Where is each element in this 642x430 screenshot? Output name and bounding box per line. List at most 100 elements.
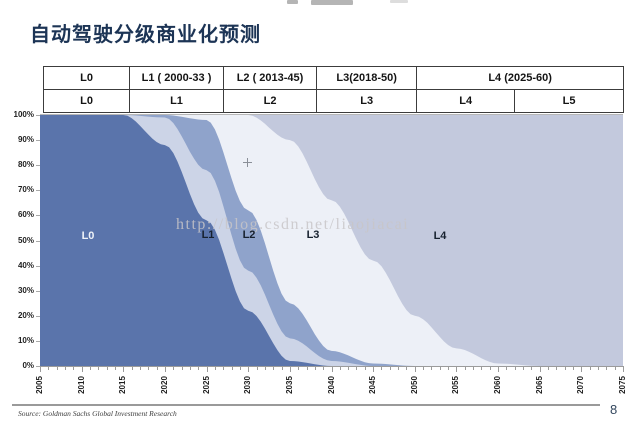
y-tick-label: 0% bbox=[22, 361, 34, 370]
x-tick bbox=[239, 367, 241, 370]
x-tick bbox=[414, 367, 416, 372]
x-tick-label: 2040 bbox=[326, 376, 336, 394]
x-tick bbox=[223, 367, 225, 370]
roadmap-cell-r2c2: L1 bbox=[129, 90, 223, 112]
y-tick bbox=[36, 240, 40, 242]
y-tick-label: 40% bbox=[17, 260, 34, 270]
footer-divider bbox=[12, 404, 600, 406]
x-tick bbox=[214, 367, 216, 370]
y-tick-label: 90% bbox=[17, 135, 34, 145]
x-tick bbox=[348, 367, 350, 370]
x-tick bbox=[123, 367, 125, 372]
y-tick bbox=[36, 265, 40, 267]
y-tick-label: 10% bbox=[17, 335, 34, 345]
x-tick bbox=[323, 367, 325, 370]
x-tick-label: 2020 bbox=[159, 376, 169, 394]
roadmap-cell-r1c1: L0 bbox=[80, 72, 93, 84]
x-tick bbox=[431, 367, 433, 370]
y-tick-label: 70% bbox=[17, 185, 34, 195]
y-tick-label: 60% bbox=[17, 210, 34, 220]
x-tick bbox=[573, 367, 575, 370]
x-tick-label: 2055 bbox=[451, 376, 461, 394]
roadmap-cell-r2c3: L2 bbox=[222, 90, 316, 112]
x-tick bbox=[606, 367, 608, 370]
x-tick-label: 2050 bbox=[409, 376, 419, 394]
x-tick bbox=[56, 367, 58, 370]
x-tick bbox=[464, 367, 466, 370]
area-label-L4: L4 bbox=[433, 230, 447, 242]
y-tick bbox=[36, 165, 40, 167]
level-roadmap-table: L0 L1 ( 2000-33 ) L2 ( 2013-45) L3(2018-50)… bbox=[43, 66, 624, 113]
x-tick bbox=[298, 367, 300, 370]
area-label-L1: L1 bbox=[201, 229, 215, 241]
cropped-text-artifact bbox=[390, 0, 408, 3]
x-tick bbox=[339, 367, 341, 370]
x-tick bbox=[398, 367, 400, 370]
y-tick-label: 20% bbox=[17, 310, 34, 320]
y-tick bbox=[36, 190, 40, 192]
x-tick bbox=[273, 367, 275, 370]
x-tick-label: 2035 bbox=[284, 376, 294, 394]
x-tick bbox=[81, 367, 83, 372]
x-tick bbox=[89, 367, 91, 370]
x-tick bbox=[523, 367, 525, 370]
x-tick bbox=[364, 367, 366, 370]
x-tick bbox=[356, 367, 358, 370]
y-tick-label: 30% bbox=[17, 285, 34, 295]
x-tick bbox=[539, 367, 541, 372]
x-tick bbox=[548, 367, 550, 370]
roadmap-cell-r1c2: L1 ( 2000-33 ) bbox=[129, 67, 223, 89]
x-tick bbox=[98, 367, 100, 370]
stacked-area-chart bbox=[40, 115, 623, 366]
x-tick bbox=[48, 367, 50, 370]
x-tick bbox=[531, 367, 533, 370]
roadmap-row-2: L0 L1 L2 L3 L4 L5 bbox=[44, 89, 623, 112]
roadmap-cell-r1c4: L3(2018-50) bbox=[316, 67, 416, 89]
x-tick-label: 2015 bbox=[118, 376, 128, 394]
x-tick bbox=[114, 367, 116, 370]
x-tick bbox=[439, 367, 441, 370]
x-tick bbox=[614, 367, 616, 370]
y-tick bbox=[36, 290, 40, 292]
x-tick bbox=[556, 367, 558, 370]
x-tick bbox=[156, 367, 158, 370]
page-number: 8 bbox=[610, 402, 618, 417]
roadmap-row-1: L0 L1 ( 2000-33 ) L2 ( 2013-45) L3(2018-50)… bbox=[44, 67, 623, 89]
area-label-L0: L0 bbox=[81, 230, 95, 242]
x-tick bbox=[206, 367, 208, 372]
x-tick bbox=[164, 367, 166, 372]
x-tick-label: 2030 bbox=[243, 376, 253, 394]
y-tick-label: 50% bbox=[17, 235, 34, 245]
source-attribution: Source: Goldman Sachs Global Investment … bbox=[18, 409, 177, 418]
x-tick-label: 2065 bbox=[534, 376, 544, 394]
x-tick bbox=[331, 367, 333, 372]
x-tick bbox=[389, 367, 391, 370]
x-tick bbox=[506, 367, 508, 370]
x-tick bbox=[564, 367, 566, 370]
crosshair-cursor bbox=[247, 158, 248, 167]
x-tick-label: 2025 bbox=[201, 376, 211, 394]
y-tick bbox=[36, 115, 40, 116]
y-tick bbox=[36, 140, 40, 142]
area-label-L3: L3 bbox=[306, 229, 320, 241]
x-tick-label: 2005 bbox=[35, 376, 44, 394]
x-tick bbox=[139, 367, 141, 370]
x-tick-label: 2060 bbox=[493, 376, 503, 394]
y-tick bbox=[36, 215, 40, 217]
x-tick bbox=[181, 367, 183, 370]
x-tick-label: 2075 bbox=[618, 376, 627, 394]
x-tick bbox=[106, 367, 108, 370]
roadmap-cell-r1c5: L4 (2025-60) bbox=[416, 67, 623, 89]
x-tick bbox=[306, 367, 308, 370]
x-tick bbox=[231, 367, 233, 370]
x-tick bbox=[581, 367, 583, 372]
x-tick bbox=[248, 367, 250, 372]
x-tick bbox=[514, 367, 516, 370]
x-tick bbox=[73, 367, 75, 370]
y-tick bbox=[36, 340, 40, 342]
y-tick bbox=[36, 315, 40, 317]
plot-top-border bbox=[40, 114, 623, 115]
roadmap-cell-r2c4: L3 bbox=[316, 90, 416, 112]
roadmap-cell-r2c1: L0 bbox=[80, 95, 93, 107]
